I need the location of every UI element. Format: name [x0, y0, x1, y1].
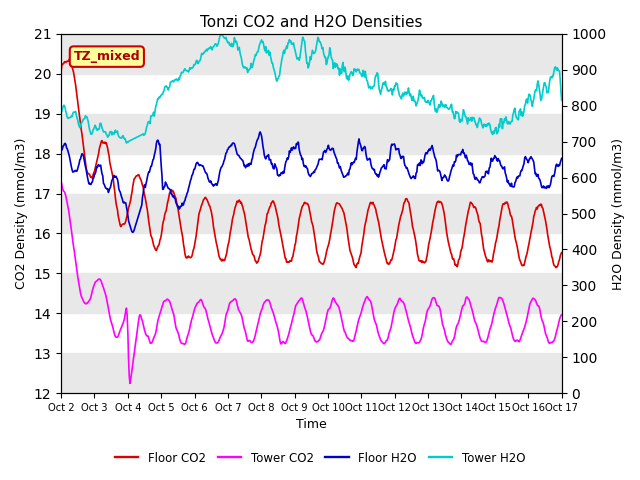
Bar [61, 353, 561, 393]
Y-axis label: H2O Density (mmol/m3): H2O Density (mmol/m3) [612, 138, 625, 289]
Bar [61, 193, 561, 233]
Bar [61, 114, 561, 154]
Legend: Floor CO2, Tower CO2, Floor H2O, Tower H2O: Floor CO2, Tower CO2, Floor H2O, Tower H… [110, 447, 530, 469]
Bar [61, 274, 561, 313]
Y-axis label: CO2 Density (mmol/m3): CO2 Density (mmol/m3) [15, 138, 28, 289]
Bar [61, 34, 561, 74]
Title: Tonzi CO2 and H2O Densities: Tonzi CO2 and H2O Densities [200, 15, 422, 30]
X-axis label: Time: Time [296, 419, 326, 432]
Text: TZ_mixed: TZ_mixed [74, 50, 140, 63]
